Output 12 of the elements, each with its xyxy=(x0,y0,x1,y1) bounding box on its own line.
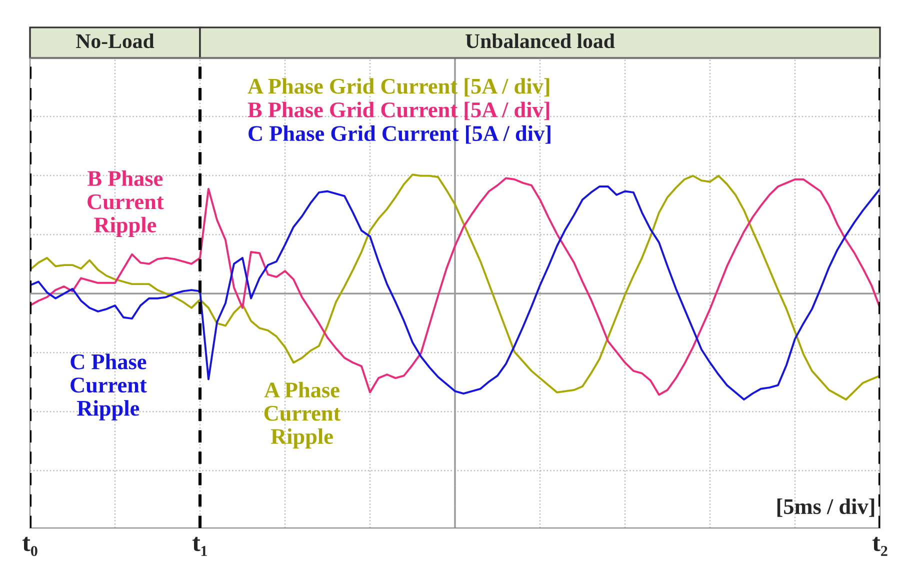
annotation: B Phase Current Ripple xyxy=(88,170,164,238)
x-tick-label: t₂ xyxy=(872,536,888,556)
text: B Phase Grid Current [5A / div] xyxy=(248,102,550,120)
text: Unbalanced load xyxy=(466,34,615,48)
text: A Phase Grid Current [5A / div] xyxy=(248,78,550,97)
text: [5ms / div] xyxy=(777,498,874,517)
annotation: A Phase Current Ripple xyxy=(264,382,341,449)
x-tick-label: t₁ xyxy=(192,536,207,556)
annotation: C Phase Current Ripple xyxy=(70,354,147,420)
x-tick-label: t₀ xyxy=(22,536,38,556)
text: C Phase Grid Current [5A / div] xyxy=(248,125,550,144)
text: No-Load xyxy=(76,34,154,48)
